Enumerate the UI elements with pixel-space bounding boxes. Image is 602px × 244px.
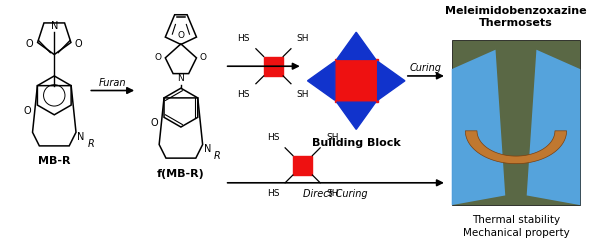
Polygon shape bbox=[452, 50, 505, 205]
Polygon shape bbox=[337, 102, 376, 129]
Text: Direct Curing: Direct Curing bbox=[303, 189, 368, 199]
Text: SH: SH bbox=[297, 90, 309, 99]
Text: N: N bbox=[204, 144, 211, 154]
Polygon shape bbox=[308, 61, 335, 100]
Polygon shape bbox=[527, 50, 580, 205]
Polygon shape bbox=[465, 131, 566, 164]
Text: Meleimidobenzoxazine
Thermosets: Meleimidobenzoxazine Thermosets bbox=[445, 6, 587, 28]
Polygon shape bbox=[335, 60, 377, 102]
Text: Curing: Curing bbox=[410, 63, 442, 73]
Text: Building Block: Building Block bbox=[312, 138, 400, 148]
Text: R: R bbox=[214, 151, 220, 161]
Text: HS: HS bbox=[267, 189, 279, 198]
Text: N: N bbox=[178, 74, 184, 83]
Text: MB-R: MB-R bbox=[38, 156, 70, 166]
Text: HS: HS bbox=[238, 90, 250, 99]
Text: O: O bbox=[75, 40, 82, 50]
Text: N: N bbox=[51, 21, 58, 31]
Polygon shape bbox=[377, 61, 405, 100]
Text: O: O bbox=[26, 40, 34, 50]
Text: SH: SH bbox=[297, 34, 309, 43]
Text: SH: SH bbox=[326, 133, 338, 142]
Text: R: R bbox=[87, 139, 94, 149]
Polygon shape bbox=[452, 40, 580, 205]
Text: Thermal stability
Mechanical property: Thermal stability Mechanical property bbox=[462, 215, 569, 238]
Text: f(MB-R): f(MB-R) bbox=[157, 169, 205, 179]
Text: HS: HS bbox=[267, 133, 279, 142]
Text: O: O bbox=[200, 53, 207, 62]
Text: O: O bbox=[155, 53, 162, 62]
Text: SH: SH bbox=[326, 189, 338, 198]
Text: N: N bbox=[77, 132, 84, 142]
Text: O: O bbox=[150, 118, 158, 128]
Polygon shape bbox=[293, 156, 312, 175]
Text: HS: HS bbox=[238, 34, 250, 43]
Polygon shape bbox=[264, 57, 283, 76]
Text: O: O bbox=[24, 106, 31, 116]
Polygon shape bbox=[337, 32, 376, 60]
Text: O: O bbox=[178, 31, 184, 40]
Text: Furan: Furan bbox=[99, 78, 126, 88]
